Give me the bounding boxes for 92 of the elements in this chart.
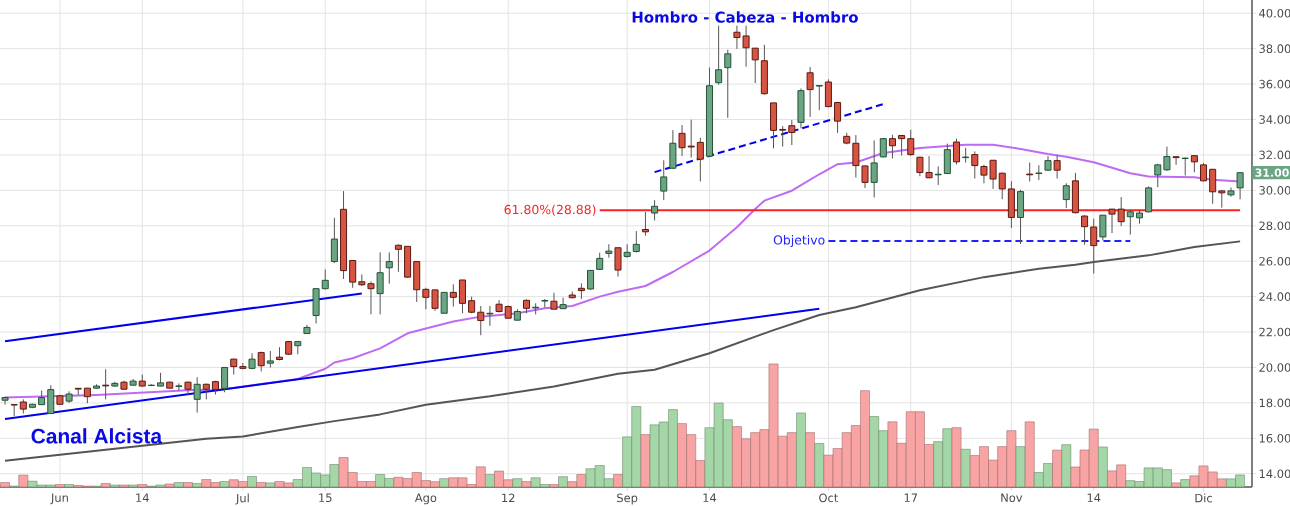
candlestick <box>440 291 448 314</box>
y-tick-label: 20.00 <box>1259 363 1290 372</box>
x-tick-label: 14 <box>136 493 149 502</box>
candlestick <box>1026 162 1034 183</box>
candlestick <box>751 47 759 84</box>
x-tick-label: Oct <box>819 493 839 503</box>
candlestick <box>1145 185 1153 213</box>
annotation: 31.00 <box>1255 168 1289 177</box>
candlestick <box>1199 162 1208 183</box>
candlestick <box>175 382 183 391</box>
x-tick-label: Dic <box>1195 493 1212 503</box>
candlestick <box>806 66 814 118</box>
candlestick <box>788 119 796 146</box>
x-tick-label: 12 <box>502 493 515 503</box>
x-tick-label: 15 <box>319 493 332 503</box>
y-tick-label: 18.00 <box>1259 398 1290 408</box>
candlestick <box>651 199 659 221</box>
candlestick <box>486 305 494 327</box>
candlestick <box>907 129 915 157</box>
candlestick <box>715 25 723 86</box>
candlestick <box>1081 214 1089 246</box>
x-tick-label: Sep <box>617 493 638 505</box>
candlestick <box>1126 209 1134 236</box>
y-tick-label: 32.00 <box>1259 150 1290 160</box>
candlestick <box>1117 196 1125 227</box>
y-tick-label: 14.00 <box>1259 469 1290 479</box>
x-tick-label: 14 <box>1087 493 1101 502</box>
candlestick <box>696 137 704 183</box>
candlestick <box>998 172 1006 200</box>
candlestick <box>587 269 595 291</box>
candlestick <box>458 279 466 314</box>
y-tick-label: 34.00 <box>1259 115 1290 124</box>
candlestick <box>1 396 9 406</box>
candlestick <box>193 376 201 414</box>
candlestick <box>330 217 338 264</box>
candlestick <box>449 283 457 308</box>
y-tick-label: 30.00 <box>1259 186 1290 195</box>
x-tick-label: Ago <box>414 493 437 505</box>
candlestick <box>47 384 55 415</box>
y-tick-label: 26.00 <box>1259 256 1290 266</box>
candlestick <box>1108 208 1116 234</box>
candlestick <box>221 366 229 393</box>
candlestick <box>614 247 622 278</box>
x-tick-label: Nov <box>1001 493 1023 503</box>
y-tick-label: 24.00 <box>1259 292 1290 301</box>
candlestick <box>943 143 951 175</box>
candlestick <box>724 49 732 119</box>
candlestick <box>888 134 896 159</box>
candlestick <box>687 119 695 159</box>
annotation: Canal Alcista <box>31 428 163 444</box>
candlestick <box>102 368 110 400</box>
x-tick-label: Jul <box>235 493 249 505</box>
y-tick-label: 40.00 <box>1259 8 1290 18</box>
candlestick <box>1062 182 1070 209</box>
candlestick <box>779 125 787 148</box>
candlestick <box>1209 168 1217 205</box>
y-tick-label: 22.00 <box>1259 327 1290 337</box>
annotation: Hombro - Cabeza - Hombro <box>632 11 858 23</box>
candlestick <box>623 243 631 259</box>
candlestick <box>834 101 842 134</box>
y-tick-label: 16.00 <box>1259 433 1290 443</box>
candlestick <box>1236 172 1244 200</box>
y-tick-label: 38.00 <box>1259 44 1290 54</box>
x-tick-label: 14 <box>703 493 717 502</box>
series-label: Objetivo <box>773 234 825 248</box>
candlestick <box>349 260 357 289</box>
candlestick <box>971 150 979 179</box>
candlestick <box>477 305 485 336</box>
candlestick <box>815 84 823 111</box>
series-label: 61.80%(28.88) <box>504 204 596 216</box>
x-tick-label: 17 <box>904 493 918 502</box>
candlestick <box>321 269 329 291</box>
candlestick <box>660 159 668 201</box>
y-tick-label: 28.00 <box>1259 221 1290 231</box>
candlestick <box>394 243 402 273</box>
candlestick <box>559 297 567 310</box>
x-tick-label: Jun <box>50 493 68 505</box>
candlestick <box>385 251 393 285</box>
candlestick <box>1163 146 1171 172</box>
candlestick <box>376 251 384 315</box>
candlestick <box>879 137 887 159</box>
candlestick <box>898 134 906 156</box>
candlestick <box>678 124 686 157</box>
candlestick <box>1172 156 1180 166</box>
candlestick <box>550 292 558 310</box>
candlestick <box>1053 154 1061 179</box>
candlestick <box>870 139 878 198</box>
candlestick <box>1099 214 1107 241</box>
candlestick <box>952 138 961 166</box>
candlestick <box>641 211 649 237</box>
candlestick <box>239 362 247 370</box>
y-tick-label: 36.00 <box>1259 79 1290 89</box>
